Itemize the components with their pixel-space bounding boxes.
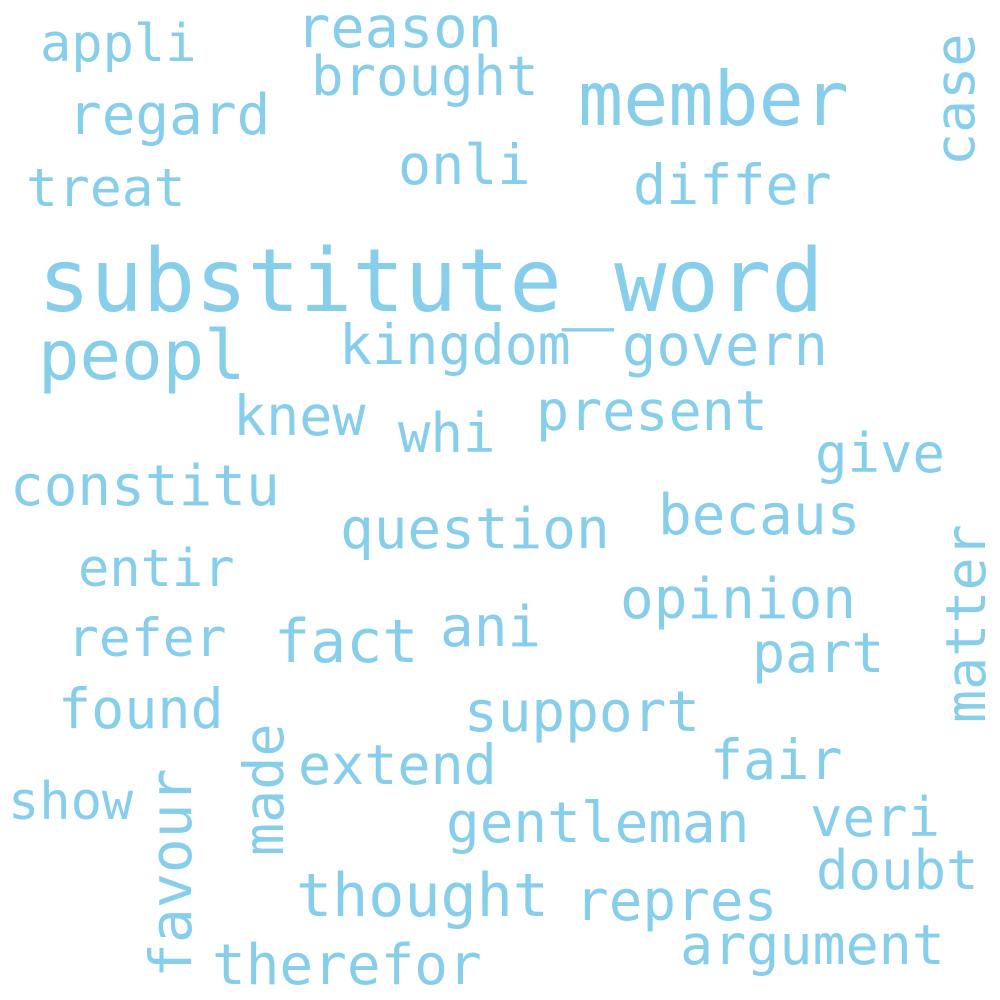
word-thought: thought: [296, 861, 549, 931]
word-whi: whi: [398, 402, 496, 465]
word-argument: argument: [680, 913, 945, 977]
word-ani: ani: [440, 595, 542, 660]
word-gentleman: gentleman: [446, 791, 750, 856]
word-doubt: doubt: [816, 839, 979, 902]
word-repres: repres: [575, 869, 778, 934]
word-member: member: [578, 55, 849, 143]
word-govern: govern: [622, 313, 828, 379]
word-made: made: [232, 723, 296, 856]
word-differ: differ: [633, 153, 832, 217]
word-show: show: [8, 772, 134, 832]
word-brought: brought: [311, 45, 539, 108]
word-give: give: [815, 422, 946, 485]
word-treat: treat: [26, 158, 186, 219]
word-present: present: [536, 379, 768, 443]
word-becaus: becaus: [658, 483, 861, 548]
word-regard: regard: [68, 83, 271, 148]
word-support: support: [464, 680, 701, 745]
word-fact: fact: [274, 607, 419, 677]
word-constitu: constitu: [10, 454, 280, 519]
word-found: found: [58, 677, 224, 741]
word-opinion: opinion: [620, 567, 857, 632]
word-refer: refer: [67, 608, 227, 669]
word-extend: extend: [298, 733, 497, 797]
word-favour: favour: [137, 768, 205, 978]
word-kingdom: kingdom: [339, 313, 571, 377]
word-onli: onli: [398, 133, 531, 197]
word-case: case: [923, 33, 987, 166]
word-part: part: [752, 621, 885, 685]
word-matter: matter: [934, 524, 998, 723]
word-veri: veri: [810, 786, 941, 849]
word-question: question: [340, 497, 610, 562]
word-reason: reason: [296, 0, 502, 61]
word-knew: knew: [233, 384, 366, 448]
word-appli: appli: [40, 14, 197, 74]
word-substitute-word: substitute_word: [38, 230, 824, 332]
word-entir: entir: [78, 539, 235, 599]
word-therefor: therefor: [212, 933, 482, 998]
word-fair: fair: [710, 728, 843, 792]
word-peopl: peopl: [38, 316, 246, 396]
